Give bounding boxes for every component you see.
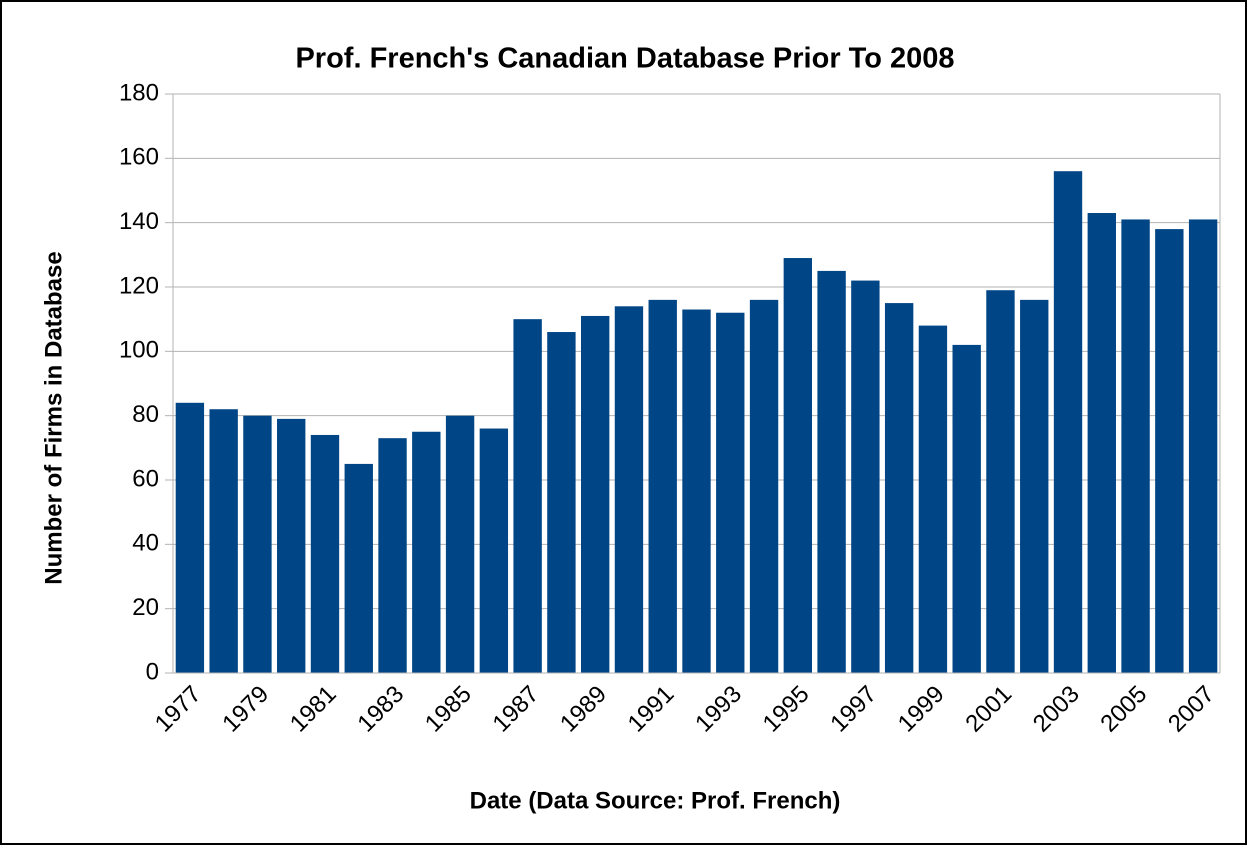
chart-title: Prof. French's Canadian Database Prior T… [295, 43, 954, 75]
bar [1053, 171, 1083, 673]
bar [614, 306, 644, 673]
y-tick-label: 0 [146, 658, 159, 685]
bar [344, 463, 373, 673]
bar [952, 344, 981, 673]
bar [547, 332, 576, 673]
bar [682, 309, 711, 673]
bar [175, 402, 205, 673]
bar [209, 409, 238, 673]
bar [479, 428, 509, 673]
bar [918, 325, 948, 673]
bar [783, 258, 813, 673]
bar [378, 438, 407, 673]
bar [986, 290, 1015, 673]
bar [243, 415, 272, 673]
bar [1087, 213, 1116, 673]
bar [716, 312, 745, 673]
bar [851, 280, 880, 673]
x-axis-title: Date (Data Source: Prof. French) [470, 787, 841, 814]
bar [1188, 219, 1218, 673]
y-tick-label: 20 [132, 594, 159, 621]
y-tick-label: 180 [119, 79, 159, 106]
bar [1155, 229, 1184, 673]
bar [749, 299, 779, 673]
bar [412, 431, 441, 673]
y-tick-label: 100 [119, 337, 159, 364]
bar [817, 270, 846, 673]
bar [445, 415, 475, 673]
bar [1020, 299, 1049, 673]
bar [513, 319, 542, 673]
y-tick-label: 160 [119, 144, 159, 171]
bar [277, 418, 306, 673]
bar [1121, 219, 1150, 673]
y-axis-title: Number of Firms in Database [40, 251, 67, 584]
y-tick-label: 60 [132, 465, 159, 492]
bar [648, 299, 677, 673]
bar [884, 303, 914, 673]
y-tick-label: 80 [132, 401, 159, 428]
y-tick-label: 140 [119, 208, 159, 235]
y-tick-label: 40 [132, 530, 159, 557]
bar [310, 434, 340, 673]
y-tick-label: 120 [119, 272, 159, 299]
bar [580, 315, 610, 673]
